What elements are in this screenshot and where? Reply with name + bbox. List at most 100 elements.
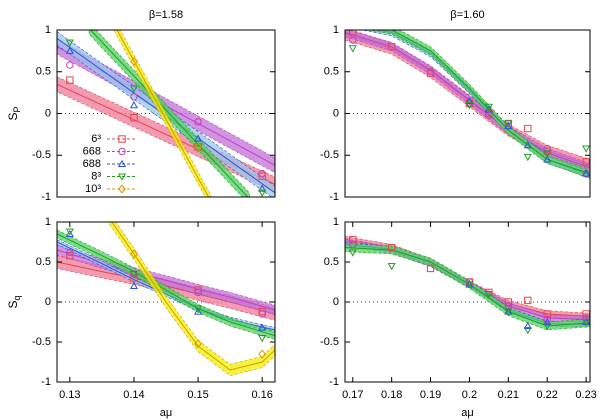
y-tick-label: 1 [45,24,51,36]
data-point [582,314,590,322]
fit-line [57,233,275,337]
data-point [426,264,435,273]
x-tick-label: 0.19 [420,389,441,401]
fit-line [89,30,249,197]
data-point [387,43,396,51]
data-point [258,189,267,197]
data-point [194,305,203,313]
data-point [523,326,532,335]
fit-line [116,30,210,197]
data-point [484,105,493,113]
y-tick-label: 0 [45,296,51,308]
data-point [130,93,138,101]
data-point [504,308,513,316]
y-tick-label: -1 [329,376,339,388]
legend-label: 6³ [91,133,101,145]
data-point [349,240,357,249]
data-point [582,169,590,177]
data-point [484,290,493,299]
x-tick-label: 0.16 [251,389,272,401]
data-point [543,322,552,331]
panel-title: β=1.60 [450,9,484,21]
data-point [194,118,202,126]
x-tick-label: 0.22 [537,389,558,401]
plot-area [345,235,590,335]
panel-title: β=1.58 [149,9,183,21]
y-tick-label: -0.5 [320,149,339,161]
data-point [258,334,267,343]
data-point [349,36,357,44]
x-axis-label: aμ [160,407,172,419]
data-point [258,172,266,180]
data-point [465,281,474,289]
data-point [130,113,138,122]
data-point [523,153,532,162]
legend-marker [118,147,126,156]
data-point [130,57,138,67]
data-point [258,169,266,178]
legend-label: 10³ [85,183,101,195]
data-point [349,235,357,244]
data-point [65,39,74,47]
data-point [524,124,532,133]
data-point [348,249,357,257]
legend-marker [118,135,126,143]
y-tick-label: 0.5 [36,256,51,268]
data-point [523,141,532,149]
fit-line [111,222,275,371]
legend-marker [118,184,126,194]
data-point [426,68,435,76]
legend-label: 688 [83,158,101,170]
data-point [258,349,267,359]
y-tick-label: 0 [333,107,339,119]
data-point [504,121,513,130]
y-tick-label: 1 [333,216,339,228]
y-tick-label: -0.5 [32,149,51,161]
data-point [129,281,138,290]
y-tick-label: -0.5 [32,336,51,348]
data-point [484,103,493,112]
data-point [194,307,203,315]
data-point [65,229,74,238]
x-tick-label: 0.2 [462,389,477,401]
y-tick-label: -0.5 [320,336,339,348]
data-point [194,286,202,294]
legend-label: 8³ [91,170,101,182]
y-axis-label-main: S [6,301,20,309]
y-tick-label: 0 [45,107,51,119]
data-point [582,145,590,153]
x-tick-label: 0.13 [59,389,80,401]
data-point [543,155,552,163]
data-point [194,134,203,142]
data-point [65,46,74,54]
legend-marker [117,173,127,181]
x-tick-label: 0.18 [381,389,402,401]
y-axis-label: SP [6,106,22,120]
legend-label: 668 [83,145,101,157]
data-point [66,61,74,69]
x-tick-label: 0.14 [123,389,144,401]
plot-area [57,222,275,376]
data-point [543,310,551,318]
data-point [543,317,552,326]
y-tick-label: 0.5 [324,66,339,78]
y-tick-label: 0.5 [36,66,51,78]
fit-line [345,247,590,327]
data-point [543,144,551,153]
y-tick-label: 0.5 [324,256,339,268]
data-point [66,248,74,257]
data-point [66,76,74,84]
data-point [194,338,202,349]
x-axis-label: aμ [461,407,473,419]
data-point [258,310,266,318]
y-axis-label-sub: P [12,106,22,112]
data-point [258,184,267,192]
data-point [465,96,474,105]
x-tick-label: 0.23 [575,389,596,401]
x-tick-label: 0.21 [498,389,519,401]
data-point [130,249,138,259]
data-point [130,274,138,282]
y-tick-label: 0 [333,296,339,308]
data-point [129,100,138,109]
